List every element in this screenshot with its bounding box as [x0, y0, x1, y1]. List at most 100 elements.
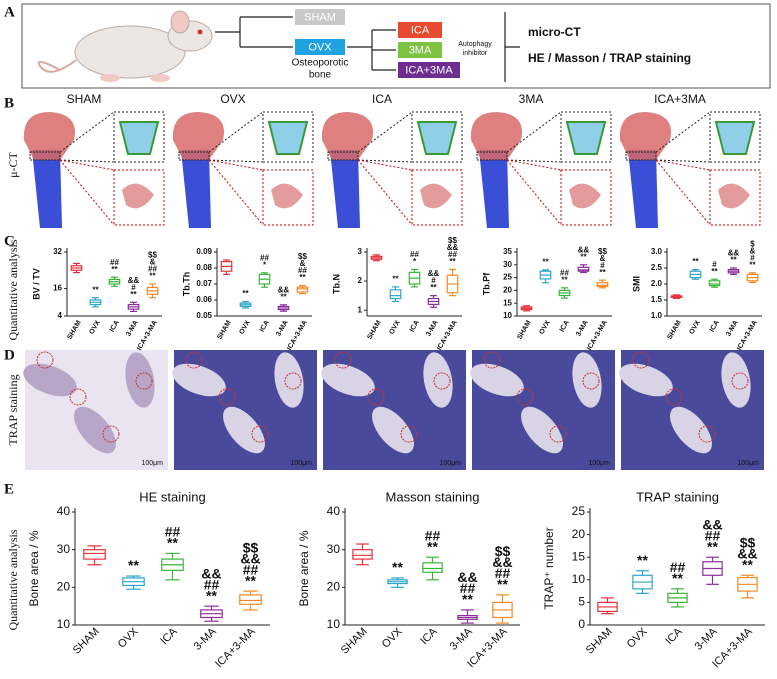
y-tick-label: 15	[503, 298, 512, 307]
significance-mark: &&	[702, 516, 722, 532]
x-tick-label: OVX	[538, 319, 552, 336]
connector	[655, 159, 711, 226]
significance-mark: **	[730, 256, 737, 265]
y-tick-label: 20	[503, 286, 512, 295]
significance-mark: **	[561, 275, 568, 284]
bone-head	[172, 112, 224, 160]
box	[296, 286, 309, 293]
x-tick-label: SHAM	[666, 319, 682, 340]
x-tick-label: ICA	[418, 625, 440, 647]
y-tick-label: 20	[57, 580, 71, 594]
x-tick-label: SHAM	[584, 626, 615, 657]
panel-label: A	[4, 4, 15, 20]
significance-mark: **	[672, 570, 683, 586]
trabecula	[172, 363, 226, 397]
y-axis-label: Tb.Pf	[481, 272, 491, 295]
histology-image: 100μm	[321, 350, 466, 470]
osteoclast-marker	[135, 372, 153, 390]
roi-box	[327, 151, 359, 161]
panel-label: B	[4, 95, 14, 111]
osteoclast-marker	[251, 425, 269, 443]
x-tick-label: 3-MA	[275, 319, 290, 337]
significance-mark: **	[167, 535, 178, 551]
treatment-note: inhibitor	[463, 50, 488, 57]
side-label: Quantitative analysis	[6, 239, 20, 340]
treatment-label: 3MA	[409, 44, 432, 56]
side-label: Quantitative analysis	[6, 529, 20, 630]
y-tick-label: 4	[58, 311, 63, 320]
osteoclast-marker	[483, 351, 501, 369]
y-tick-label: 40	[327, 504, 341, 518]
osteoclast-marker	[698, 425, 716, 443]
significance-mark: &&	[428, 269, 440, 278]
osteoclast-marker	[102, 425, 120, 443]
x-tick-label: SHAM	[71, 626, 102, 657]
panel-label: E	[4, 481, 14, 497]
trabecula	[321, 363, 375, 397]
y-tick-label: 1.0	[651, 311, 663, 320]
x-tick-label: ICA	[259, 319, 271, 333]
group-box	[295, 9, 345, 25]
significance-mark: **	[149, 272, 156, 281]
significance-mark: &&	[447, 243, 459, 252]
x-tick-label: 3-MA	[725, 319, 740, 337]
connector	[208, 159, 264, 226]
y-tick-label: 0.06	[196, 295, 212, 304]
inset-trabeculae	[271, 183, 303, 209]
significance-mark: **	[392, 559, 403, 575]
trabecula	[572, 352, 602, 408]
y-tick-label: 20	[327, 580, 341, 594]
treatment-box	[398, 62, 460, 78]
y-tick-label: 30	[327, 542, 341, 556]
box	[389, 289, 402, 300]
osteoclast-marker	[218, 388, 236, 406]
significance-mark: **	[392, 275, 399, 284]
x-tick-label: 3-MA	[125, 319, 140, 337]
y-tick-label: 10	[57, 617, 71, 631]
y-tick-label: 0	[578, 617, 585, 631]
trabecula	[274, 352, 304, 408]
inset-trabeculae	[569, 183, 601, 209]
box	[422, 562, 443, 573]
inset-section	[714, 121, 756, 155]
scale-bar-label: 100μm	[439, 460, 461, 467]
y-tick-label: 16	[53, 284, 62, 293]
x-tick-label: 3-MA	[448, 625, 476, 653]
micro-ct-image: ICA+3MA	[619, 92, 761, 228]
significance-mark: $$	[298, 252, 307, 261]
box	[83, 549, 106, 560]
group-label: SHAM	[304, 11, 336, 23]
roi-box	[178, 151, 210, 161]
osteoclast-marker	[284, 372, 302, 390]
chart-title: TRAP staining	[636, 489, 719, 504]
significance-mark: ##	[110, 258, 119, 267]
flow-lines	[215, 12, 520, 82]
inset-trabeculae	[420, 183, 452, 209]
scale-bar-label: 100μm	[141, 460, 163, 467]
group-label: OVX	[308, 41, 332, 53]
y-tick-label: 35	[503, 247, 512, 256]
x-tick-label: ICA	[109, 319, 121, 333]
significance-mark: &	[150, 258, 156, 267]
inset-section	[118, 121, 160, 155]
chart-title: HE staining	[139, 489, 205, 504]
significance-mark: &	[300, 259, 306, 268]
x-tick-label: SHAM	[339, 626, 370, 657]
box	[596, 282, 609, 288]
x-tick-label: SHAM	[516, 319, 532, 340]
inset-trabeculae	[122, 183, 154, 209]
inset-section	[565, 121, 607, 155]
histology-image: 100μm	[23, 350, 168, 470]
x-tick-label: OVX	[116, 625, 141, 650]
osteoclast-marker	[69, 388, 87, 406]
inset-section	[267, 121, 309, 155]
x-tick-label: ICA+3-MA	[213, 625, 258, 670]
panel-label: D	[4, 347, 15, 363]
box	[577, 266, 590, 272]
bone-shaft	[330, 150, 360, 228]
significance-mark: **	[111, 265, 118, 274]
y-tick-label: 2.5	[651, 263, 663, 272]
x-tick-label: ICA	[409, 319, 421, 333]
